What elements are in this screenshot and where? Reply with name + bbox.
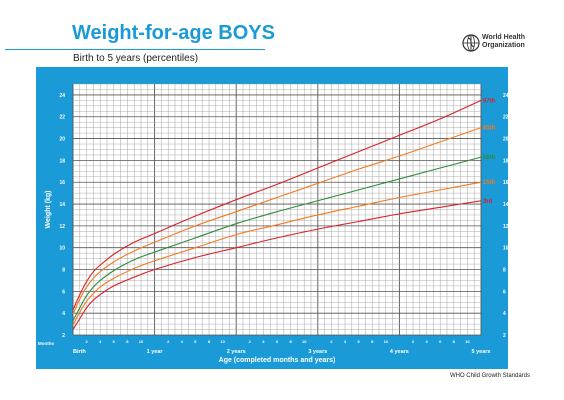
x-tick-label: 4 [99, 339, 102, 344]
x-tick-label: 10 [384, 339, 389, 344]
y-tick-label-right: 6 [503, 289, 506, 295]
y-tick-label-left: 24 [59, 93, 65, 99]
grid [72, 83, 482, 336]
curve-3rd [72, 200, 482, 330]
y-axis-title: Weight (kg) [45, 191, 52, 229]
x-tick-label: 10 [220, 339, 225, 344]
x-tick-label: 8 [208, 339, 211, 344]
y-tick-label-left: 20 [59, 137, 65, 143]
curve-label-50th: 50th [483, 155, 496, 161]
y-tick-label-left: 16 [59, 180, 65, 186]
logo-line-2: Organization [482, 42, 525, 49]
who-logo: World Health Organization [462, 33, 562, 57]
x-tick-label: 4 [181, 339, 184, 344]
x-tick-label: 4 [425, 339, 428, 344]
x-tick-label: 4 [344, 339, 347, 344]
x-tick-label: 8 [453, 339, 456, 344]
x-axis-title: Age (completed months and years) [219, 357, 336, 364]
y-tick-label-left: 18 [59, 158, 65, 164]
curve-label-3rd: 3rd [483, 199, 493, 205]
x-tick-label: 6 [194, 339, 197, 344]
curve-97th [72, 99, 482, 311]
y-tick-label-right: 14 [503, 202, 508, 208]
curve-50th [72, 156, 482, 322]
x-tick-label: 2 years [227, 349, 246, 355]
x-tick-label: 3 years [308, 349, 327, 355]
x-tick-label: 4 years [390, 349, 409, 355]
y-tick-label-left: 12 [59, 224, 65, 230]
x-tick-label: 10 [302, 339, 307, 344]
x-tick-label: 2 [85, 339, 88, 344]
y-tick-label-right: 4 [503, 311, 506, 317]
curve-label-85th: 85th [483, 126, 496, 132]
y-tick-label-right: 10 [503, 246, 508, 252]
y-tick-label-right: 12 [503, 224, 508, 230]
y-tick-label-right: 22 [503, 115, 508, 121]
y-tick-label-left: 10 [59, 246, 65, 252]
x-tick-label: 6 [276, 339, 279, 344]
x-tick-label: 6 [113, 339, 116, 344]
y-tick-label-left: 6 [62, 289, 65, 295]
x-tick-label: 8 [126, 339, 129, 344]
curve-label-97th: 97th [483, 98, 496, 104]
footer-credit: WHO Child Growth Standards [449, 373, 530, 379]
x-tick-label: 10 [465, 339, 470, 344]
x-tick-label: 8 [289, 339, 292, 344]
y-tick-label-right: 2 [503, 333, 506, 339]
x-tick-label: 8 [371, 339, 374, 344]
y-tick-label-left: 2 [62, 333, 65, 339]
percentile-curves [72, 99, 482, 330]
curve-label-15th: 15th [483, 180, 496, 186]
y-tick-label-left: 8 [62, 268, 65, 274]
page-title: Weight-for-age BOYS [72, 22, 275, 44]
x-tick-label: 2 [330, 339, 333, 344]
x-unit-label: Months [38, 341, 54, 346]
x-tick-label: 10 [139, 339, 144, 344]
x-tick-label: 1 year [147, 349, 164, 355]
x-tick-label: 2 [412, 339, 415, 344]
y-tick-label-right: 18 [503, 158, 508, 164]
x-tick-label: 4 [262, 339, 265, 344]
y-tick-label-left: 22 [59, 115, 65, 121]
logo-line-1: World Health [482, 34, 526, 41]
x-tick-label: 6 [357, 339, 360, 344]
x-tick-label: 2 [167, 339, 170, 344]
curve-85th [72, 127, 482, 315]
x-tick-label: 6 [439, 339, 442, 344]
x-tick-label: 2 [249, 339, 252, 344]
title-underline [5, 49, 265, 50]
y-tick-label-left: 4 [62, 311, 65, 317]
globe-emblem-icon [462, 34, 480, 52]
y-tick-label-right: 24 [503, 93, 508, 99]
x-tick-label: 5 years [472, 349, 491, 355]
y-tick-label-right: 8 [503, 268, 506, 274]
y-tick-label-right: 16 [503, 180, 508, 186]
y-tick-label-left: 14 [59, 202, 65, 208]
y-tick-label-right: 20 [503, 137, 508, 143]
x-tick-label: Birth [73, 349, 86, 355]
page-subtitle: Birth to 5 years (percentiles) [73, 53, 199, 64]
curve-15th [72, 181, 482, 326]
